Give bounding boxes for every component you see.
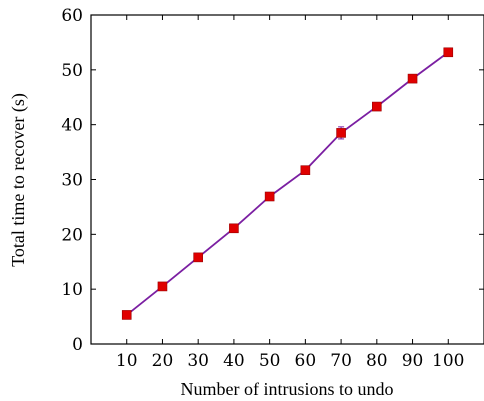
data-point (300, 165, 311, 175)
x-tick-label: 70 (330, 351, 352, 371)
x-tick-label: 90 (402, 351, 424, 371)
x-tick-label: 40 (223, 351, 245, 371)
data-series (121, 47, 454, 320)
y-tick-label: 30 (61, 171, 83, 191)
data-point (336, 128, 346, 138)
data-point (264, 191, 275, 202)
data-point (121, 310, 132, 320)
series-line (126, 51, 449, 316)
x-tick-label: 80 (366, 351, 388, 371)
data-point (407, 73, 418, 84)
y-axis-title: Total time to recover (s) (8, 93, 29, 267)
x-tick-label: 50 (259, 351, 281, 371)
data-point (193, 252, 203, 263)
y-tick-label: 10 (61, 280, 83, 300)
data-point (157, 281, 168, 292)
y-tick-label: 0 (72, 335, 83, 355)
x-tick-label: 30 (187, 351, 209, 371)
x-tick-label: 100 (432, 351, 464, 371)
y-tick-label: 60 (61, 6, 83, 26)
y-tick-label: 40 (61, 116, 83, 136)
x-axis-title: Number of intrusions to undo (181, 379, 394, 399)
data-point (372, 101, 382, 112)
y-tick-label: 50 (61, 61, 83, 81)
data-point (229, 223, 239, 234)
y-tick-label: 20 (61, 225, 83, 245)
x-tick-label: 60 (295, 351, 317, 371)
x-tick-label: 20 (152, 351, 174, 371)
x-tick-label: 10 (116, 351, 138, 371)
plot-frame (90, 14, 484, 345)
axis-ticks (91, 14, 484, 345)
data-point (443, 47, 454, 58)
tick-labels: 10 20 30 40 50 60 70 80 90 100 0 10 20 30 40 50 60 (61, 6, 464, 371)
